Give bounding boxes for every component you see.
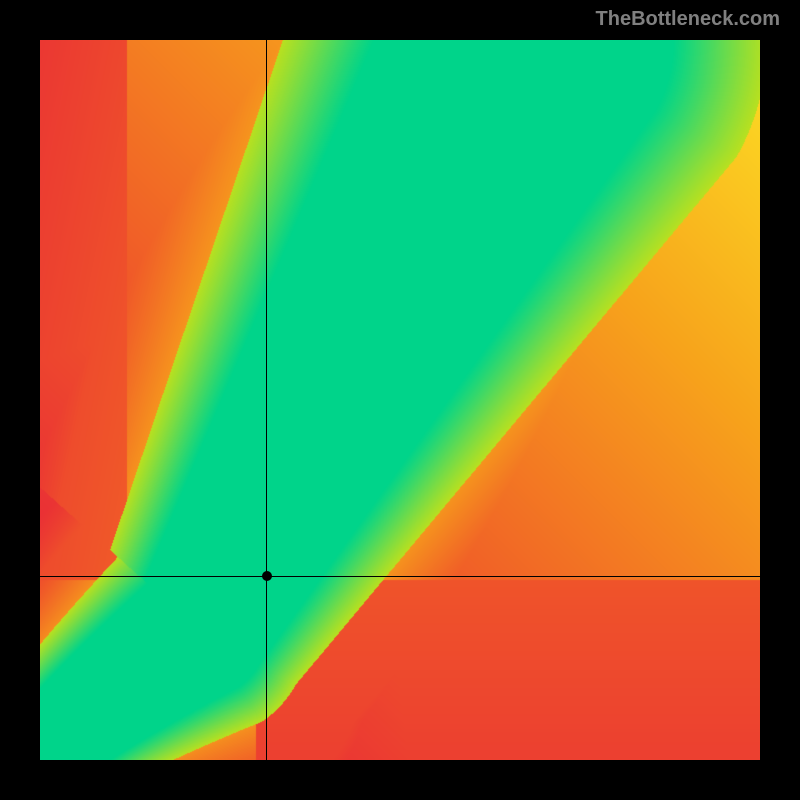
crosshair-marker [262, 571, 272, 581]
watermark-text: TheBottleneck.com [596, 8, 780, 31]
heatmap-canvas [40, 40, 760, 760]
crosshair-vertical [266, 40, 267, 760]
chart-container: TheBottleneck.com [0, 0, 800, 800]
crosshair-horizontal [40, 576, 760, 577]
plot-area [40, 40, 760, 760]
